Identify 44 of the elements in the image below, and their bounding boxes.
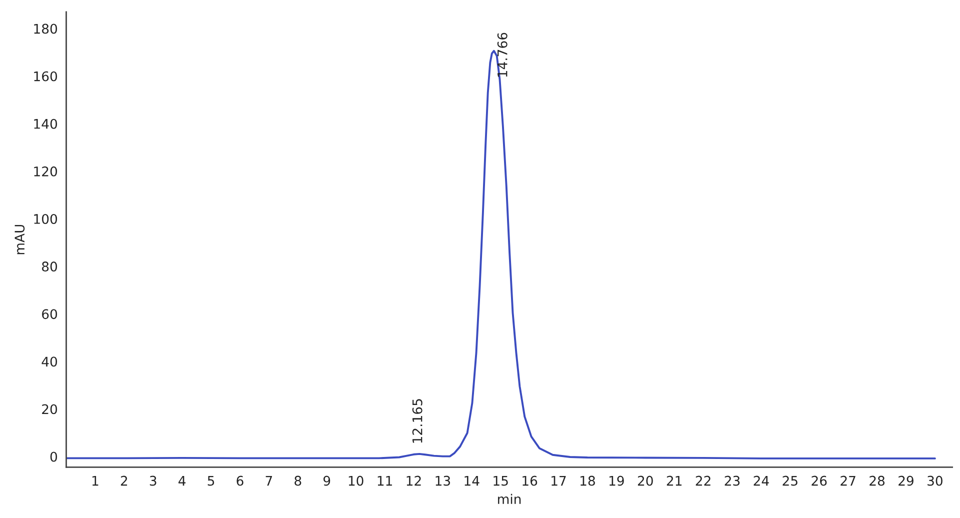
annotation: 12.165 [412,399,422,443]
x-tick-label: 29 [898,476,914,486]
y-tick-label: 160 [34,71,58,82]
x-tick-label: 25 [782,476,798,486]
x-tick-label: 13 [436,476,450,486]
x-tick-label: 7 [266,476,272,486]
y-tick-label: 120 [34,166,58,176]
y-tick-label: 140 [34,118,58,129]
y-tick-label: 60 [42,309,58,320]
y-tick-label: 0 [50,452,58,462]
x-tick-label: 15 [494,476,508,486]
y-tick-label: 20 [42,404,58,414]
x-tick-label: 16 [522,476,538,486]
x-tick-label: 3 [150,476,156,486]
x-axis-title: min [498,494,521,504]
x-tick-label: 28 [870,476,885,486]
x-tick-label: 10 [348,476,364,486]
x-tick-label: 11 [378,476,392,486]
x-tick-label: 8 [294,476,302,486]
x-tick-label: 2 [120,476,128,486]
y-tick-label: 80 [42,262,58,272]
x-tick-label: 26 [812,476,827,486]
x-tick-label: 1 [92,476,98,486]
x-tick-label: 20 [638,476,653,486]
annotation: 14.766 [497,32,508,77]
x-tick-label: 14 [464,476,480,486]
x-tick-label: 30 [928,476,942,486]
x-tick-label: 9 [323,476,330,486]
x-tick-label: 6 [236,476,244,486]
x-tick-label: 5 [208,476,214,486]
x-tick-label: 4 [178,476,186,486]
x-tick-label: 19 [609,476,624,486]
x-tick-label: 22 [696,476,710,486]
y-tick-label: 40 [42,356,58,367]
y-tick-label: 180 [34,24,58,34]
x-tick-label: 12 [406,476,421,486]
y-tick-label: 100 [34,214,58,224]
x-tick-label: 24 [754,476,769,486]
x-tick-label: 23 [724,476,740,486]
x-tick-label: 21 [666,476,682,486]
x-tick-label: 27 [840,476,856,486]
y-axis-title: mAU [14,224,25,254]
x-tick-label: 17 [552,476,566,486]
x-tick-label: 18 [580,476,595,486]
